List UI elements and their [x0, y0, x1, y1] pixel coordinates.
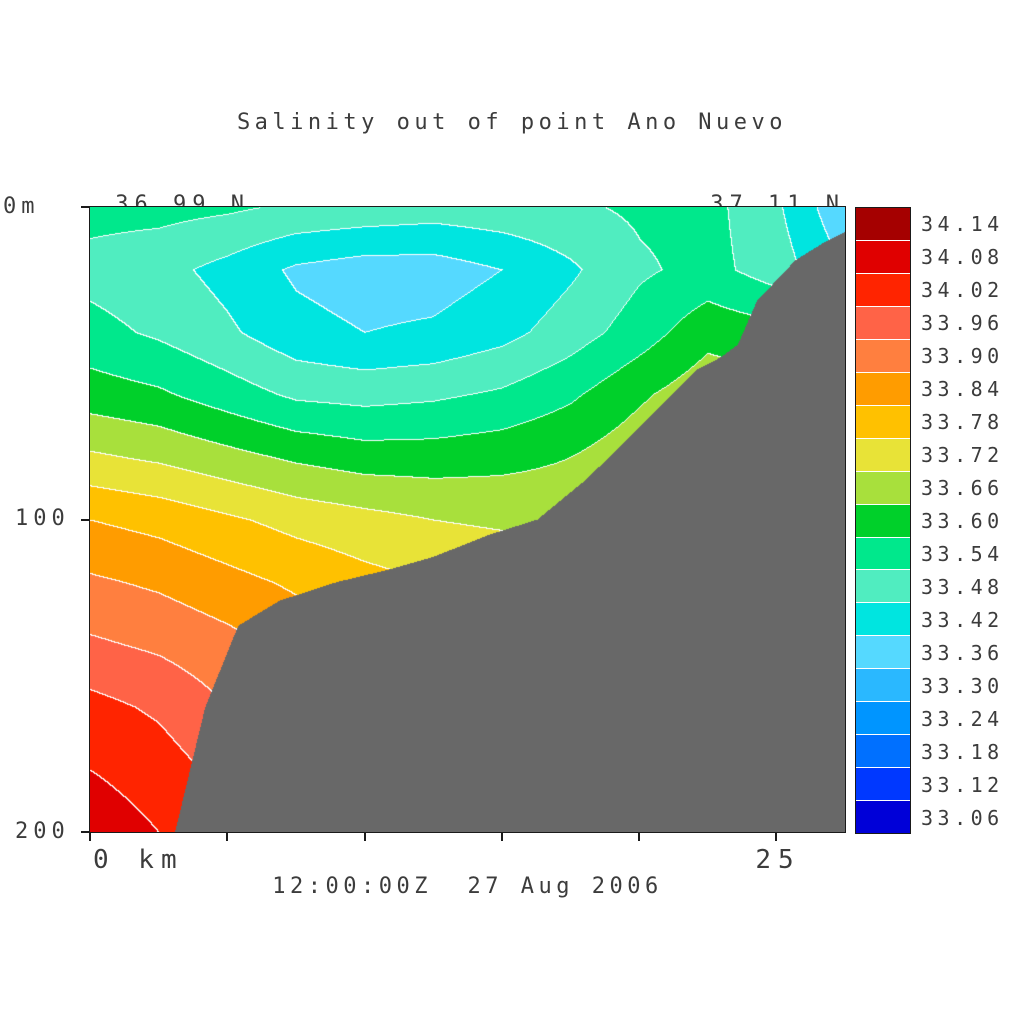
colorbar-cell [856, 701, 910, 735]
colorbar-tick-label: 34.08 [921, 244, 1004, 269]
colorbar-labels: 34.14 34.08 34.02 33.96 33.90 33.84 33.78 33.72… [921, 207, 1004, 834]
y-axis-label-surface: 0m [3, 194, 40, 219]
colorbar-cell [856, 239, 910, 273]
colorbar-cell [856, 305, 910, 339]
colorbar-tick-label: 33.54 [921, 541, 1004, 566]
colorbar-tick-label: 33.42 [921, 607, 1004, 632]
colorbar-cell [856, 767, 910, 801]
colorbar-cell [856, 734, 910, 768]
colorbar-cell [856, 338, 910, 372]
colorbar-tick-label: 33.72 [921, 442, 1004, 467]
colorbar-tick-label: 33.06 [921, 805, 1004, 830]
colorbar-cell [856, 602, 910, 636]
y-axis-label-100m: 100 [15, 506, 70, 531]
colorbar-cell [856, 404, 910, 438]
colorbar-cell [856, 800, 910, 834]
colorbar-tick-label: 33.96 [921, 310, 1004, 335]
colorbar-tick-label: 33.30 [921, 673, 1004, 698]
colorbar-cells [856, 208, 910, 834]
colorbar-cell [856, 208, 910, 240]
colorbar-cell [856, 470, 910, 504]
plot-title: Salinity out of point Ano Nuevo [236, 110, 788, 135]
colorbar-cell [856, 503, 910, 537]
colorbar-tick-label: 33.66 [921, 475, 1004, 500]
colorbar-tick-label: 33.84 [921, 376, 1004, 401]
colorbar-tick-label: 33.78 [921, 409, 1004, 434]
colorbar-tick-label: 34.02 [921, 277, 1004, 302]
x-axis-tick [89, 833, 91, 841]
colorbar-tick-label: 34.14 [921, 211, 1004, 236]
plot-frame [89, 206, 846, 833]
colorbar-cell [856, 668, 910, 702]
y-axis-tick [81, 206, 89, 208]
colorbar-cell [856, 437, 910, 471]
x-axis-tick [363, 833, 366, 841]
timestamp-label: 12:00:00Z 27 Aug 2006 [272, 874, 663, 899]
colorbar-tick-label: 33.90 [921, 343, 1004, 368]
x-axis-label-0km: 0 km [93, 845, 184, 875]
y-axis-label-200m: 200 [15, 819, 70, 844]
colorbar-tick-label: 33.48 [921, 574, 1004, 599]
colorbar-cell [856, 635, 910, 669]
y-axis-tick [81, 831, 89, 833]
colorbar [855, 207, 911, 834]
x-axis-label-25km: 25 [755, 845, 801, 875]
x-axis-tick [500, 833, 503, 841]
x-axis-tick [226, 833, 229, 841]
y-axis-tick [81, 518, 89, 521]
colorbar-cell [856, 371, 910, 405]
colorbar-tick-label: 33.24 [921, 706, 1004, 731]
colorbar-tick-label: 33.60 [921, 508, 1004, 533]
colorbar-tick-label: 33.12 [921, 772, 1004, 797]
colorbar-tick-label: 33.36 [921, 640, 1004, 665]
x-axis-tick [775, 833, 778, 841]
colorbar-cell [856, 569, 910, 603]
colorbar-cell [856, 536, 910, 570]
colorbar-cell [856, 272, 910, 306]
salinity-contour-canvas [90, 207, 845, 832]
colorbar-tick-label: 33.18 [921, 739, 1004, 764]
x-axis-tick [638, 833, 641, 841]
